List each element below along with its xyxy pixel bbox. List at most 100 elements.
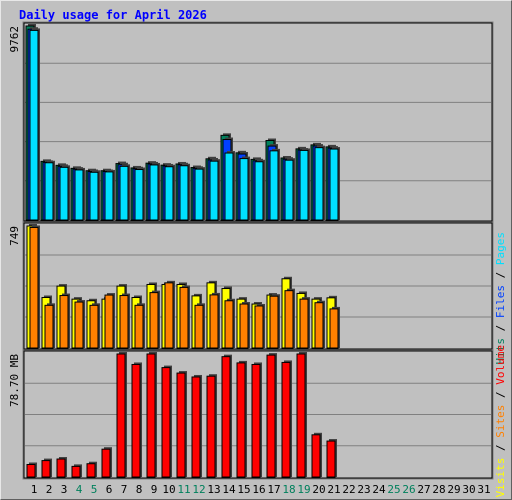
legend-volume: Volume (494, 345, 507, 385)
bottom-legend: Visits / Sites / Volume (494, 345, 507, 497)
x-tick-label-3: 3 (61, 483, 68, 496)
y-max-label-1: 9762 (8, 26, 21, 53)
x-tick-label-12: 12 (192, 483, 205, 496)
pages-bar-11 (179, 165, 189, 221)
pages-bar-15 (239, 158, 249, 221)
volume-bar-6 (101, 448, 111, 478)
pages-bar-16 (254, 161, 264, 221)
x-tick-label-23: 23 (357, 483, 370, 496)
pages-bar-1 (29, 29, 39, 221)
sites-bar-18 (284, 290, 294, 349)
x-tick-label-31: 31 (477, 483, 490, 496)
sites-bar-9 (149, 292, 159, 349)
volume-bar-17 (266, 354, 276, 478)
sites-bar-7 (119, 295, 129, 349)
x-tick-label-5: 5 (91, 483, 98, 496)
top-legend-separator: / (494, 265, 507, 285)
pages-bar-9 (149, 164, 159, 221)
legend-hits: Hits (494, 338, 507, 365)
sites-bar-16 (254, 305, 264, 349)
x-tick-label-25: 25 (387, 483, 400, 496)
sites-bar-13 (209, 294, 219, 349)
y-max-label-3: 78.70 MB (8, 354, 21, 407)
legend-pages: Pages (494, 232, 507, 265)
legend-files: Files (494, 285, 507, 318)
volume-bar-18 (281, 361, 291, 478)
x-tick-label-19: 19 (297, 483, 310, 496)
x-tick-label-21: 21 (327, 483, 340, 496)
x-tick-label-29: 29 (447, 483, 460, 496)
x-tick-label-26: 26 (402, 483, 415, 496)
bottom-legend-separator: / (494, 438, 507, 458)
volume-bar-11 (176, 372, 186, 478)
sites-bar-19 (299, 298, 309, 349)
pages-bar-19 (299, 149, 309, 221)
volume-bar-1 (26, 463, 36, 478)
volume-bar-4 (71, 465, 81, 478)
top-legend-separator: / (494, 318, 507, 338)
y-max-label-2: 749 (8, 226, 21, 246)
x-tick-label-28: 28 (432, 483, 445, 496)
chart-title: Daily usage for April 2026 (19, 8, 207, 22)
volume-bar-13 (206, 375, 216, 478)
volume-bar-19 (296, 353, 306, 478)
pages-bar-5 (89, 171, 99, 221)
pages-bar-14 (224, 152, 234, 221)
x-tick-label-9: 9 (151, 483, 158, 496)
x-tick-label-4: 4 (76, 483, 83, 496)
volume-bar-7 (116, 353, 126, 478)
sites-bar-1 (29, 226, 39, 349)
sites-bar-10 (164, 282, 174, 349)
sites-bar-20 (314, 302, 324, 349)
volume-bar-9 (146, 353, 156, 478)
x-tick-label-30: 30 (462, 483, 475, 496)
x-tick-label-1: 1 (31, 483, 38, 496)
x-tick-label-11: 11 (177, 483, 190, 496)
top-legend: Hits / Files / Pages (494, 232, 507, 365)
x-tick-label-18: 18 (282, 483, 295, 496)
sites-bar-8 (134, 304, 144, 349)
pages-bar-2 (44, 162, 54, 221)
volume-bar-3 (56, 458, 66, 478)
x-tick-label-13: 13 (207, 483, 220, 496)
x-tick-label-27: 27 (417, 483, 430, 496)
x-tick-label-17: 17 (267, 483, 280, 496)
pages-bar-18 (284, 159, 294, 221)
pages-bar-4 (74, 169, 84, 221)
volume-bar-5 (86, 463, 96, 478)
pages-bar-21 (329, 148, 339, 221)
volume-bar-21 (326, 440, 336, 478)
x-tick-label-24: 24 (372, 483, 386, 496)
x-tick-label-20: 20 (312, 483, 325, 496)
sites-bar-4 (74, 301, 84, 349)
volume-bar-10 (161, 367, 171, 478)
x-tick-label-10: 10 (162, 483, 175, 496)
volume-bar-15 (236, 362, 246, 478)
sites-bar-12 (194, 304, 204, 349)
x-tick-label-22: 22 (342, 483, 355, 496)
volume-bar-2 (41, 460, 51, 478)
x-tick-label-6: 6 (106, 483, 113, 496)
sites-bar-2 (44, 304, 54, 349)
pages-bar-17 (269, 150, 279, 221)
volume-bar-20 (311, 434, 321, 478)
x-tick-label-15: 15 (237, 483, 250, 496)
legend-visits: Visits (494, 458, 507, 498)
pages-bar-10 (164, 166, 174, 221)
panel-border-3 (22, 349, 494, 480)
x-tick-label-7: 7 (121, 483, 128, 496)
pages-bar-8 (134, 169, 144, 221)
bottom-legend-separator: / (494, 385, 507, 405)
sites-bar-17 (269, 295, 279, 349)
x-tick-label-14: 14 (222, 483, 236, 496)
volume-bar-14 (221, 356, 231, 478)
sites-bar-21 (329, 308, 339, 349)
pages-bar-7 (119, 165, 129, 221)
pages-bar-13 (209, 160, 219, 221)
volume-bar-8 (131, 363, 141, 478)
pages-bar-3 (59, 166, 69, 221)
sites-bar-14 (224, 300, 234, 349)
sites-bar-6 (104, 294, 114, 349)
pages-bar-20 (314, 147, 324, 221)
